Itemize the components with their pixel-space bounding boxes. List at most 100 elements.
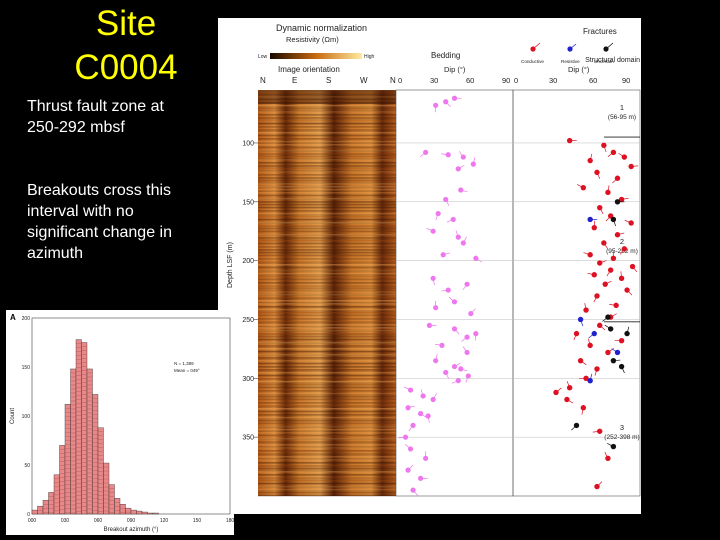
fracture-track: [512, 89, 641, 497]
bedding-points: [398, 95, 482, 496]
hist-xtick-030: 030: [61, 518, 70, 524]
histogram-ylabel: Count: [10, 408, 16, 424]
depth-tick-150: 150: [242, 199, 254, 206]
fracture-point-conductive: [583, 375, 589, 382]
legend-uncertain-label: Uncertain: [594, 59, 614, 64]
log-figure-svg: Dynamic normalization Resistivity (Ωm) L…: [227, 23, 641, 497]
domain-3-range: (252-398 m): [604, 434, 639, 441]
fracture-point-uncertain: [610, 443, 617, 450]
bedding-point: [470, 161, 476, 167]
bed-tick-60: 60: [466, 76, 474, 85]
hist-ytick-150: 150: [22, 365, 31, 371]
bedding-point: [402, 434, 409, 440]
fracture-point-conductive: [580, 184, 587, 191]
histogram-bar: [31, 509, 38, 515]
bedding-point: [451, 299, 458, 305]
bedding-point: [430, 228, 436, 234]
depth-axis-label: Depth LSF (m): [227, 242, 234, 288]
bedding-point: [439, 342, 445, 348]
hist-xtick-120: 120: [160, 518, 169, 524]
fracture-point-resistive: [577, 316, 584, 323]
bedding-point: [451, 95, 458, 101]
bedding-point: [433, 102, 439, 108]
fracture-point-uncertain: [618, 363, 625, 370]
frac-tick-30: 30: [549, 76, 557, 85]
histogram-stat-mean: Mean = 049°: [174, 368, 200, 373]
histogram-x-ticks: 000 030 060 090 120 150 180: [28, 518, 234, 524]
bedding-point: [405, 467, 411, 473]
hist-ytick-50: 50: [24, 463, 30, 469]
bedding-point: [426, 322, 432, 328]
bedding-point: [420, 393, 426, 399]
fracture-points: [553, 137, 639, 490]
bedding-point: [443, 99, 449, 105]
fracture-point-conductive: [613, 302, 619, 309]
fracture-point-conductive: [605, 349, 611, 356]
fracture-point-conductive: [591, 272, 597, 278]
slide-title: Site C0004: [74, 4, 178, 87]
hist-xtick-150: 150: [193, 518, 202, 524]
depth-tick-350: 350: [242, 435, 254, 442]
fracture-point-conductive: [618, 196, 625, 203]
bedding-point: [464, 349, 470, 356]
bedding-point: [425, 413, 431, 419]
hist-xtick-090: 090: [127, 518, 136, 524]
fracture-point-conductive: [618, 337, 625, 344]
histogram-panel-label: A: [10, 313, 16, 322]
hist-xtick-000: 000: [28, 518, 37, 524]
bedding-point: [440, 252, 446, 258]
histogram-bar: [141, 511, 148, 515]
depth-tick-100: 100: [242, 140, 254, 147]
fracture-point-conductive: [605, 189, 611, 196]
frac-tick-0: 0: [514, 76, 518, 85]
domain-2-number: 2: [620, 237, 624, 246]
fracture-point-conductive: [618, 275, 625, 281]
fracture-point-resistive: [587, 377, 593, 384]
fracture-point-conductive: [605, 455, 611, 462]
bedding-point: [458, 187, 464, 193]
hist-xtick-060: 060: [94, 518, 103, 524]
histogram-bar: [119, 503, 126, 515]
fracture-point-conductive: [587, 252, 593, 258]
structural-domain-boundaries: [604, 136, 640, 323]
domain-1-number: 1: [620, 103, 624, 112]
legend-conductive-label: Conductive: [521, 59, 544, 64]
bedding-point: [450, 216, 456, 223]
bed-tick-0: 0: [398, 76, 402, 85]
bedding-point: [458, 366, 464, 372]
histogram-bar: [42, 500, 49, 515]
histogram-bar: [136, 510, 143, 515]
fracture-point-resistive: [614, 349, 621, 356]
bedding-point: [423, 455, 429, 461]
histogram-bar: [48, 492, 55, 515]
histogram-xlabel: Breakout azimuth (°): [104, 527, 159, 533]
bedding-point: [455, 378, 461, 384]
fracture-point-conductive: [594, 169, 600, 176]
fracture-point-uncertain: [624, 330, 630, 337]
az-tick-w: W: [360, 76, 368, 85]
bedding-point: [460, 154, 466, 160]
bedding-point: [468, 310, 474, 317]
fracture-point-conductive: [610, 149, 617, 156]
bedding-point: [473, 331, 479, 337]
fracture-point-uncertain: [614, 199, 621, 205]
bedding-point: [443, 369, 449, 376]
bedding-point: [464, 281, 470, 287]
fracture-point-conductive: [580, 405, 587, 411]
bedding-point: [405, 405, 411, 411]
fracture-point-conductive: [587, 157, 593, 164]
image-orientation-label: Image orientation: [278, 65, 340, 74]
bedding-track: [395, 89, 514, 497]
fracture-point-conductive: [566, 385, 573, 391]
bedding-point: [451, 326, 458, 332]
frac-tick-90: 90: [622, 76, 630, 85]
histogram-bar: [114, 498, 121, 515]
depth-tick-200: 200: [242, 258, 254, 265]
fracture-point-conductive: [597, 428, 603, 434]
fracture-point-conductive: [607, 267, 614, 273]
fracture-point-conductive: [594, 366, 600, 372]
histogram-bar: [64, 404, 71, 515]
bullet-thrust-fault: Thrust fault zone at 250-292 mbsf: [27, 98, 164, 136]
histogram-bar: [86, 368, 93, 515]
az-tick-e: E: [292, 76, 297, 85]
